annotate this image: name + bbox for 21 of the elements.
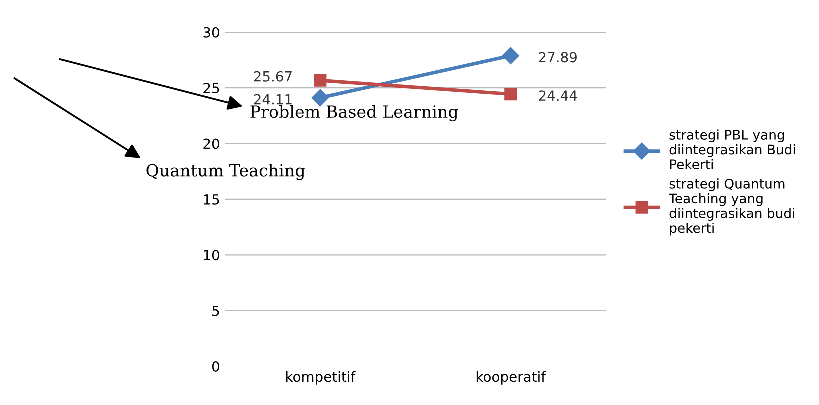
point (314, 74, 327, 87)
y-tick-label: 5 (212, 306, 220, 316)
legend-label: strategi Quantum Teaching yang diintegrasikan budi pekerti (669, 178, 794, 236)
y-tick-label: 30 (204, 27, 220, 38)
point (312, 89, 329, 107)
y-tick-label: 10 (204, 250, 220, 261)
annotation: Quantum Teaching (146, 164, 306, 180)
point (504, 88, 518, 101)
annotation: Problem Based Learning (250, 105, 458, 122)
point (502, 47, 520, 64)
y-tick-label: 15 (204, 194, 220, 205)
data-label: 27.89 (539, 52, 577, 63)
y-tick-label: 20 (204, 138, 220, 150)
legend-label: strategi PBL yang diintegrasikan Budi Pekerti (670, 130, 796, 170)
data-label: 24.44 (539, 90, 578, 101)
data-label: 24.11 (254, 94, 292, 105)
x-tick-label: kompetitif (286, 371, 356, 385)
y-tick-label: 0 (212, 361, 220, 372)
data-label: 25.67 (254, 71, 292, 82)
y-tick-label: 25 (204, 83, 220, 94)
x-tick-label: kooperatif (476, 371, 546, 385)
